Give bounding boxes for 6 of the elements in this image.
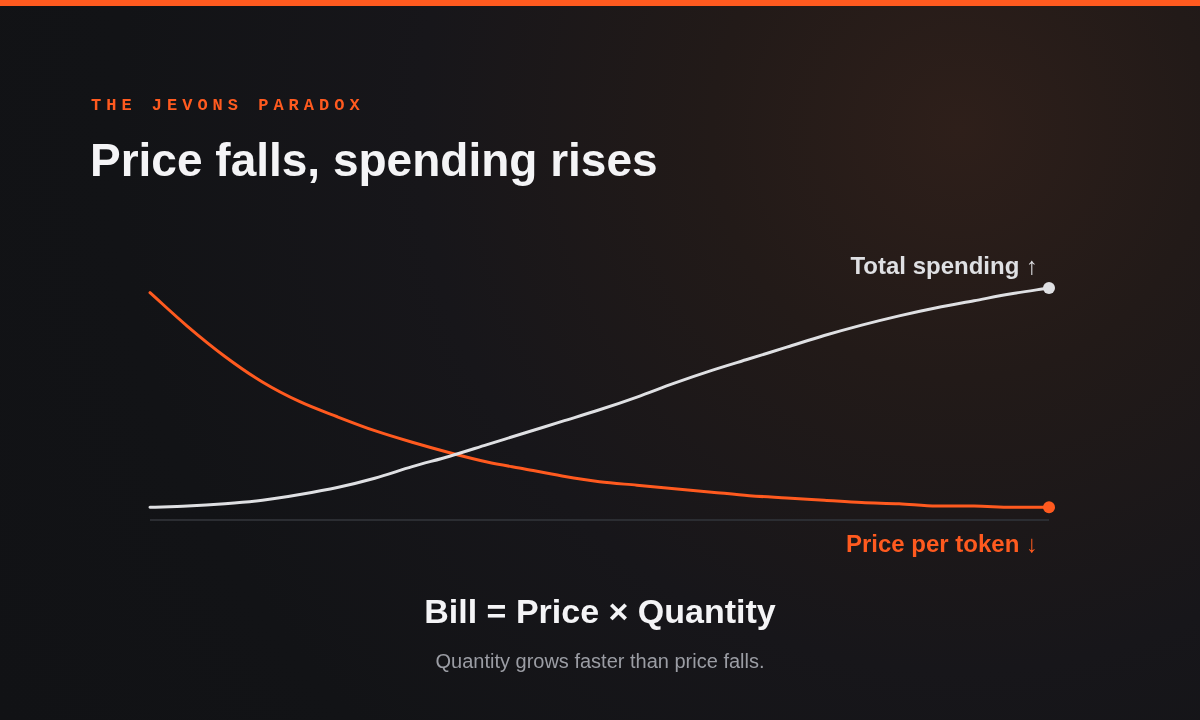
text: Quantity grows faster than price falls.: [434, 649, 766, 673]
chart-title: Price falls, spending rises: [90, 134, 658, 186]
text: Bill = Price × Quantity: [423, 591, 777, 631]
chart-subtitle: THE JEVONS PARADOX: [91, 96, 365, 116]
series-label: Total spending ↑: [850, 251, 1038, 279]
series-label: Price per token ↓: [845, 529, 1038, 557]
